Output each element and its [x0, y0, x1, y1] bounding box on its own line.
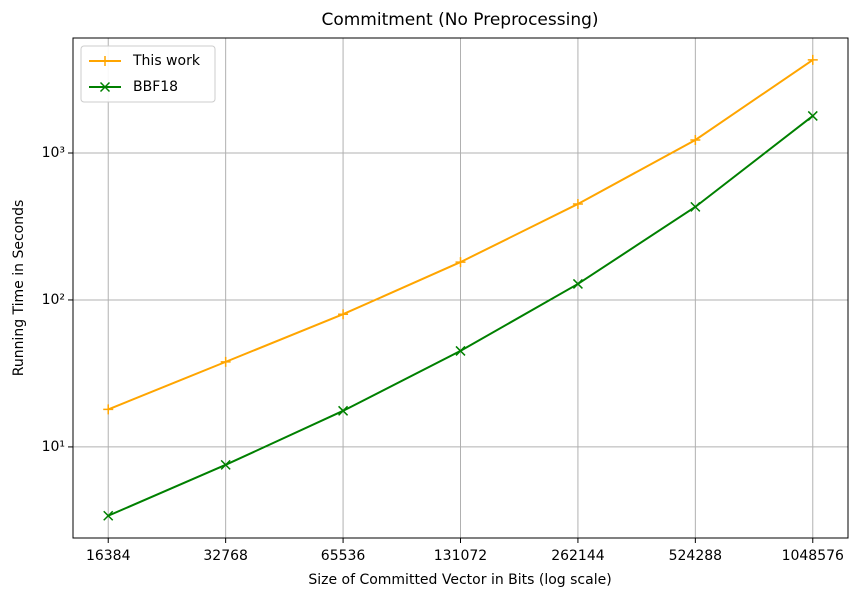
legend-marker	[99, 81, 111, 93]
legend-label: This work	[132, 53, 201, 69]
data-point	[572, 278, 583, 289]
x-tick-label: 262144	[551, 548, 605, 564]
data-point	[338, 405, 349, 416]
x-axis-label: Size of Committed Vector in Bits (log sc…	[308, 572, 611, 588]
data-point	[572, 198, 583, 209]
data-point	[103, 404, 114, 415]
data-point	[103, 510, 114, 521]
x-tick-label: 524288	[669, 548, 722, 564]
data-point	[455, 257, 466, 268]
y-tick-label: 10¹	[42, 439, 65, 455]
x-tick-label: 32768	[203, 548, 248, 564]
x-tick-label: 131072	[434, 548, 487, 564]
data-point	[807, 110, 818, 121]
y-tick-label: 10²	[42, 292, 65, 308]
chart-title: Commitment (No Preprocessing)	[321, 10, 598, 30]
data-point	[220, 356, 231, 367]
data-point	[455, 345, 466, 356]
data-point	[338, 309, 349, 320]
x-tick-label: 16384	[86, 548, 131, 564]
y-axis-label: Running Time in Seconds	[11, 200, 27, 377]
data-point	[220, 459, 231, 470]
legend-marker	[100, 56, 110, 66]
legend-label: BBF18	[133, 79, 178, 95]
x-tick-label: 1048576	[782, 548, 844, 564]
data-point	[690, 134, 701, 145]
data-point	[690, 201, 701, 212]
y-tick-label: 10³	[42, 145, 65, 161]
x-tick-label: 65536	[321, 548, 366, 564]
data-point	[807, 54, 818, 65]
plot-frame	[72, 37, 849, 539]
